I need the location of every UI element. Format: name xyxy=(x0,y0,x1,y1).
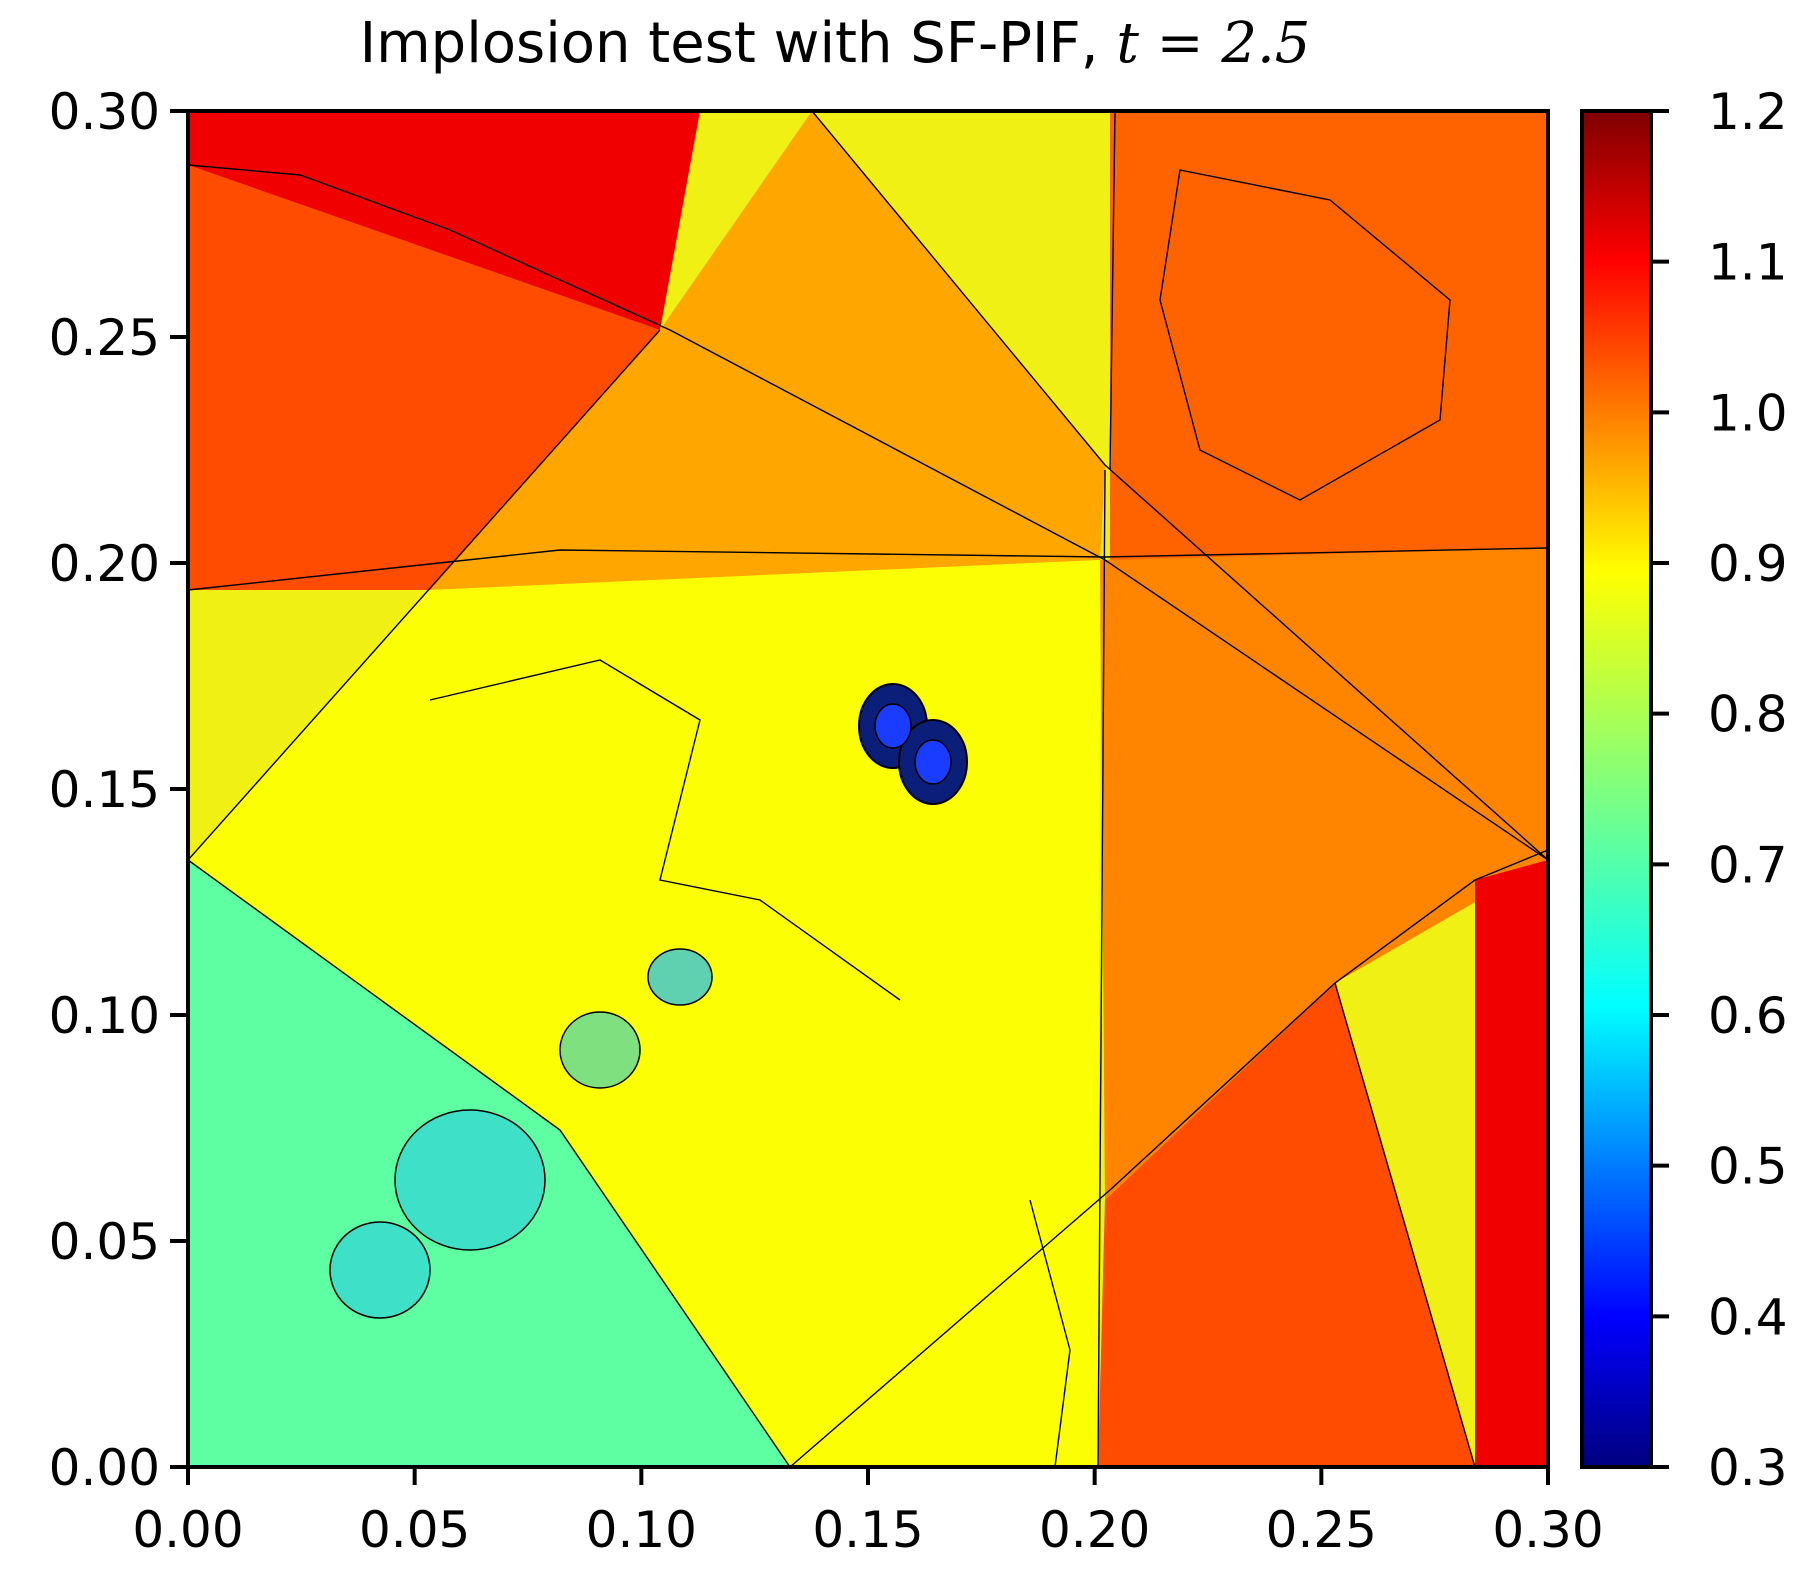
x-tick-label: 0.10 xyxy=(586,1501,697,1559)
density-region-central-plateau xyxy=(188,560,1100,1467)
density-region-2 xyxy=(1100,548,1548,1200)
density-region-right-edge-strip xyxy=(1475,860,1548,1467)
colorbar-tick-label: 0.5 xyxy=(1708,1138,1788,1196)
colorbar-tick-label: 0.4 xyxy=(1708,1288,1788,1346)
y-axis-ticks: 0.00 0.05 0.10 0.15 0.20 0.25 0.30 xyxy=(49,83,188,1497)
y-tick-label: 0.15 xyxy=(49,761,160,819)
density-regions xyxy=(188,111,1548,1467)
colorbar-tick-label: 0.9 xyxy=(1708,535,1788,593)
density-region-1 xyxy=(1110,111,1548,560)
density-region-top-left-strip xyxy=(188,111,700,330)
colorbar-ticks: 0.3 0.4 0.5 0.6 0.7 0.8 0.9 1.0 1.1 1.2 xyxy=(1651,83,1788,1497)
colorbar-tick-label: 1.1 xyxy=(1708,234,1788,292)
contour-lines xyxy=(188,111,1548,1467)
colorbar-tick-label: 0.7 xyxy=(1708,836,1788,894)
y-tick-label: 0.20 xyxy=(49,535,160,593)
chart-title: Implosion test with SF-PIF, t = 2.5 xyxy=(360,11,1311,76)
density-region-upper-left-wedge xyxy=(188,165,660,590)
x-tick-label: 0.30 xyxy=(1492,1501,1603,1559)
colorbar-tick-label: 0.6 xyxy=(1708,987,1788,1045)
density-field xyxy=(188,111,1548,1467)
x-tick-label: 0.15 xyxy=(812,1501,923,1559)
density-region-lower-right-wedge xyxy=(1098,983,1475,1467)
y-tick-label: 0.00 xyxy=(49,1439,160,1497)
x-tick-label: 0.05 xyxy=(359,1501,470,1559)
jet-blobs xyxy=(329,948,713,1319)
x-tick-label: 0.25 xyxy=(1266,1501,1377,1559)
colorbar-tick-label: 0.3 xyxy=(1708,1439,1788,1497)
colorbar-tick-label: 1.2 xyxy=(1708,83,1788,141)
colorbar xyxy=(1580,109,1653,1469)
x-tick-label: 0.20 xyxy=(1039,1501,1150,1559)
y-tick-label: 0.30 xyxy=(49,83,160,141)
x-axis-ticks: 0.00 0.05 0.10 0.15 0.20 0.25 0.30 xyxy=(132,1467,1604,1559)
x-tick-label: 0.00 xyxy=(132,1501,243,1559)
y-tick-label: 0.25 xyxy=(49,309,160,367)
y-tick-label: 0.10 xyxy=(49,987,160,1045)
colorbar-tick-label: 0.8 xyxy=(1708,686,1788,744)
colorbar-tick-label: 1.0 xyxy=(1708,384,1788,442)
vortex-pair xyxy=(858,683,968,805)
y-tick-label: 0.05 xyxy=(49,1213,160,1271)
